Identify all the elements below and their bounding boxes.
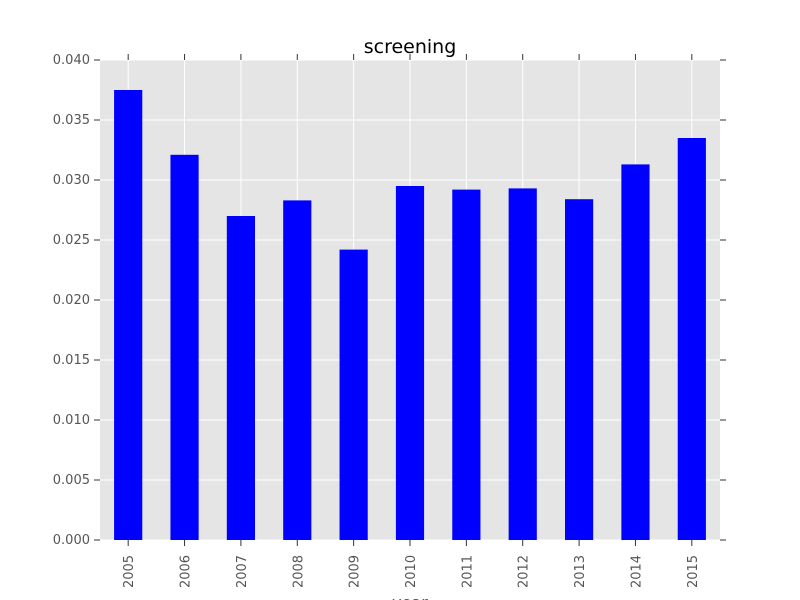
bar-2006 bbox=[170, 154, 199, 541]
bars bbox=[114, 90, 706, 541]
x-axis-label: year bbox=[392, 593, 428, 600]
bar-2007 bbox=[226, 216, 255, 540]
x-tick-label: 2012 bbox=[517, 555, 532, 588]
bar-2005 bbox=[114, 90, 143, 540]
bar-2014 bbox=[621, 164, 650, 540]
y-tick-label: 0.040 bbox=[53, 53, 90, 68]
y-tick-label: 0.000 bbox=[53, 533, 90, 548]
x-tick-label: 2005 bbox=[122, 555, 137, 588]
y-tick-label: 0.005 bbox=[53, 473, 90, 488]
x-tick-label: 2010 bbox=[404, 555, 419, 588]
x-tick-label: 2007 bbox=[235, 555, 250, 588]
chart-title: screening bbox=[364, 36, 457, 58]
x-tick-label: 2006 bbox=[179, 555, 194, 588]
y-tick-label: 0.035 bbox=[53, 113, 90, 128]
x-tick-label: 2011 bbox=[460, 555, 475, 588]
y-tick-label: 0.030 bbox=[53, 173, 90, 188]
x-tick-label: 2014 bbox=[629, 555, 644, 588]
x-tick-label: 2008 bbox=[291, 555, 306, 588]
bar-2008 bbox=[283, 200, 312, 540]
bar-2015 bbox=[677, 138, 706, 540]
y-tick-label: 0.015 bbox=[53, 353, 90, 368]
x-tick-label: 2013 bbox=[573, 555, 588, 588]
bar-2012 bbox=[508, 188, 537, 540]
x-tick-label: 2009 bbox=[348, 555, 363, 588]
bar-2011 bbox=[452, 189, 481, 540]
y-tick-label: 0.010 bbox=[53, 413, 90, 428]
bar-2010 bbox=[395, 186, 425, 540]
bar-2009 bbox=[339, 249, 368, 540]
y-tick-label: 0.020 bbox=[53, 293, 90, 308]
axis-ticks: 0.000 0.005 0.010 0.015 0.020 0.025 0.030 0.035… bbox=[53, 53, 726, 588]
x-tick-label: 2015 bbox=[686, 555, 701, 588]
bar-2013 bbox=[565, 199, 594, 540]
y-tick-label: 0.025 bbox=[53, 233, 90, 248]
